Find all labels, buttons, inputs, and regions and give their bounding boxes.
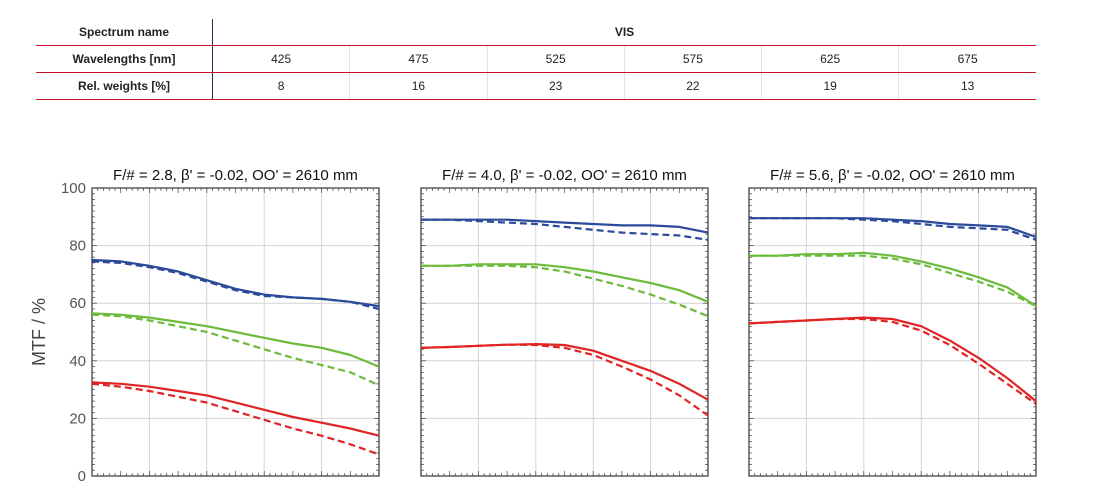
series-line-green-solid	[749, 251, 1037, 308]
wavelength-cell: 625	[760, 45, 899, 73]
series-line-green-dashed	[421, 264, 709, 318]
series-line-green-solid	[91, 312, 380, 368]
y-tick-label: 20	[69, 410, 86, 427]
plot-frame	[748, 187, 1037, 477]
spectrum-name-value: VIS	[212, 19, 1036, 46]
spectrum-table: Spectrum name VIS Wavelengths [nm] 425 4…	[36, 19, 1036, 100]
series-line-green-solid	[421, 263, 709, 303]
weight-cell: 13	[898, 72, 1036, 100]
weights-label: Rel. weights [%]	[36, 72, 213, 100]
series-line-red-solid	[420, 343, 709, 401]
weight-cell: 19	[760, 72, 899, 100]
y-tick-label: 0	[78, 468, 86, 485]
weight-cell: 8	[211, 72, 350, 100]
series-line-blue-dashed	[421, 218, 709, 241]
weight-cell: 16	[349, 72, 487, 100]
series-line-red-dashed	[91, 382, 380, 456]
panel-title: F/# = 5.6, β' = -0.02, OO' = 2610 mm	[770, 167, 1015, 184]
y-tick-label: 80	[69, 238, 86, 255]
wavelengths-label: Wavelengths [nm]	[36, 45, 213, 73]
weight-cell: 23	[486, 72, 625, 100]
spectrum-name-label: Spectrum name	[36, 19, 213, 46]
series-line-green-dashed	[749, 254, 1037, 308]
panel-title: F/# = 4.0, β' = -0.02, OO' = 2610 mm	[442, 167, 687, 184]
series-line-blue-dashed	[749, 217, 1037, 241]
series-line-red-dashed	[420, 343, 709, 417]
wavelength-cell: 525	[486, 45, 625, 73]
table-row-spectrum: Spectrum name VIS	[36, 19, 1036, 46]
series-line-green-dashed	[91, 313, 380, 387]
plot-frame	[91, 187, 380, 477]
plot-frame	[420, 187, 709, 477]
y-tick-label: 40	[69, 353, 86, 370]
wavelength-cell: 475	[349, 45, 487, 73]
weight-cell: 22	[623, 72, 762, 100]
y-axis-label: MTF / %	[29, 298, 49, 366]
wavelength-cell: 575	[623, 45, 762, 73]
wavelength-cell: 425	[211, 45, 350, 73]
panel-title: F/# = 2.8, β' = -0.02, OO' = 2610 mm	[113, 167, 358, 184]
series-line-red-solid	[91, 381, 380, 437]
table-row-weights: Rel. weights [%] 8 16 23 22 19 13	[36, 72, 1036, 100]
series-line-red-solid	[748, 316, 1037, 402]
wavelength-cell: 675	[898, 45, 1036, 73]
series-line-red-dashed	[748, 317, 1037, 405]
series-line-blue-solid	[91, 258, 380, 308]
y-tick-label: 100	[61, 180, 86, 197]
table-row-wavelengths: Wavelengths [nm] 425 475 525 575 625 675	[36, 45, 1036, 73]
y-tick-label: 60	[69, 295, 86, 312]
series-line-blue-dashed	[91, 260, 380, 311]
